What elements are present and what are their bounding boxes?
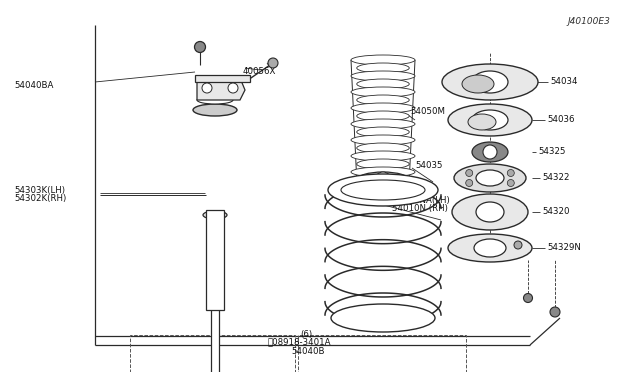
Text: 54302K(RH): 54302K(RH) [14, 193, 67, 202]
Ellipse shape [351, 151, 415, 161]
Ellipse shape [356, 172, 409, 188]
Ellipse shape [462, 75, 494, 93]
Text: (6): (6) [300, 330, 312, 339]
Circle shape [466, 180, 473, 186]
Ellipse shape [351, 71, 415, 81]
Circle shape [508, 180, 515, 186]
Ellipse shape [448, 234, 532, 262]
Circle shape [550, 307, 560, 317]
Text: 54010N (RH): 54010N (RH) [392, 203, 448, 212]
Ellipse shape [476, 170, 504, 186]
Polygon shape [197, 78, 245, 100]
Text: 54322: 54322 [542, 173, 570, 183]
Ellipse shape [356, 175, 409, 185]
Ellipse shape [331, 304, 435, 332]
Ellipse shape [356, 143, 409, 153]
Ellipse shape [468, 114, 496, 130]
Bar [298, 335, 466, 372]
Text: 54050M: 54050M [410, 108, 445, 116]
Ellipse shape [442, 64, 538, 100]
Polygon shape [195, 75, 250, 82]
Ellipse shape [356, 127, 409, 137]
Text: 40056X: 40056X [243, 67, 276, 77]
Ellipse shape [474, 239, 506, 257]
Bar [211, 295, 219, 372]
Ellipse shape [351, 87, 415, 97]
Text: 54040BA: 54040BA [14, 80, 53, 90]
Ellipse shape [197, 96, 233, 104]
Text: J40100E3: J40100E3 [567, 17, 610, 26]
Circle shape [514, 241, 522, 249]
Ellipse shape [356, 159, 409, 169]
Ellipse shape [472, 142, 508, 162]
Ellipse shape [448, 104, 532, 136]
Circle shape [268, 58, 278, 68]
Ellipse shape [351, 167, 415, 177]
Ellipse shape [505, 204, 525, 214]
Ellipse shape [351, 103, 415, 113]
Ellipse shape [351, 55, 415, 65]
Ellipse shape [341, 180, 425, 200]
Circle shape [524, 294, 532, 302]
Ellipse shape [351, 135, 415, 145]
Text: 54325: 54325 [538, 148, 566, 157]
Ellipse shape [351, 119, 415, 129]
Ellipse shape [476, 202, 504, 222]
Ellipse shape [452, 194, 528, 230]
Circle shape [483, 145, 497, 159]
Bar [206, 210, 224, 310]
Text: 54329N: 54329N [547, 244, 581, 253]
Ellipse shape [472, 110, 508, 130]
Text: 54010NA(LH): 54010NA(LH) [392, 196, 450, 205]
Text: ⓝ08918-3401A: ⓝ08918-3401A [268, 337, 331, 346]
Text: 54040B: 54040B [291, 347, 324, 356]
Circle shape [466, 170, 473, 176]
Ellipse shape [193, 104, 237, 116]
Text: 54036: 54036 [547, 115, 575, 125]
Bar [130, 335, 295, 372]
Ellipse shape [356, 63, 409, 73]
Circle shape [228, 83, 238, 93]
Circle shape [202, 83, 212, 93]
Ellipse shape [356, 111, 409, 121]
Ellipse shape [203, 211, 227, 219]
Text: 54320: 54320 [542, 208, 570, 217]
Circle shape [375, 172, 391, 188]
Ellipse shape [356, 79, 409, 89]
Text: 54303K(LH): 54303K(LH) [14, 186, 65, 195]
Ellipse shape [454, 164, 526, 192]
Ellipse shape [472, 71, 508, 93]
Ellipse shape [328, 174, 438, 206]
Circle shape [508, 170, 515, 176]
Circle shape [195, 42, 205, 52]
Text: 54034: 54034 [550, 77, 577, 87]
Text: 54035: 54035 [415, 160, 442, 170]
Ellipse shape [356, 95, 409, 105]
